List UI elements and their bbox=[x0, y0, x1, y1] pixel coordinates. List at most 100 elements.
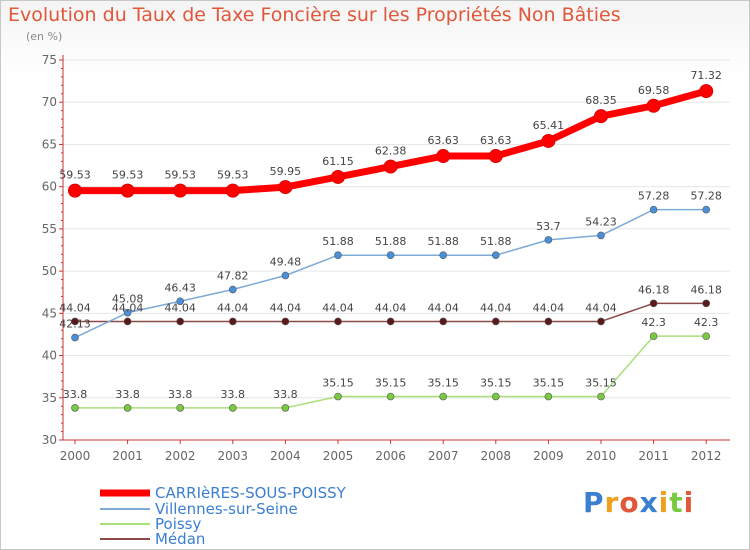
y-tick-label: 75 bbox=[42, 53, 57, 67]
data-label: 44.04 bbox=[533, 301, 565, 314]
y-tick-label: 65 bbox=[42, 137, 57, 151]
logo-letter: P bbox=[583, 486, 605, 519]
data-point bbox=[699, 84, 714, 99]
data-point bbox=[439, 251, 448, 260]
data-label: 59.53 bbox=[217, 169, 249, 182]
data-point bbox=[649, 332, 658, 340]
data-label: 44.04 bbox=[59, 301, 91, 314]
data-label: 35.15 bbox=[585, 377, 617, 390]
data-label: 59.53 bbox=[59, 169, 91, 182]
data-point bbox=[702, 332, 711, 340]
x-tick-label: 2000 bbox=[60, 449, 91, 463]
data-point bbox=[281, 317, 290, 326]
x-tick-label: 2010 bbox=[586, 449, 617, 463]
data-label: 42.3 bbox=[641, 316, 666, 329]
data-label: 63.63 bbox=[480, 134, 512, 147]
data-point bbox=[597, 392, 605, 401]
data-label: 44.04 bbox=[217, 301, 249, 314]
data-label: 62.38 bbox=[375, 145, 407, 158]
x-tick-label: 2012 bbox=[691, 449, 722, 463]
data-point bbox=[383, 159, 398, 174]
chart-title: Evolution du Taux de Taxe Foncière sur l… bbox=[8, 4, 621, 26]
data-point bbox=[176, 297, 184, 306]
data-point bbox=[173, 183, 188, 198]
data-label: 33.8 bbox=[63, 388, 88, 401]
data-label: 44.04 bbox=[112, 301, 144, 314]
logo-letter: x bbox=[639, 486, 659, 519]
legend-entry: Médan bbox=[155, 530, 205, 548]
data-label: 51.88 bbox=[427, 235, 459, 248]
data-label: 59.95 bbox=[270, 165, 302, 178]
data-point bbox=[488, 149, 503, 164]
data-label: 33.8 bbox=[115, 388, 140, 401]
data-label: 61.15 bbox=[322, 155, 354, 168]
data-label: 63.63 bbox=[427, 134, 459, 147]
data-label: 35.15 bbox=[480, 377, 512, 390]
y-tick-label: 50 bbox=[42, 264, 57, 278]
data-label: 33.8 bbox=[168, 388, 193, 401]
data-point bbox=[491, 251, 500, 260]
data-label: 71.32 bbox=[690, 69, 722, 82]
data-point bbox=[386, 317, 395, 326]
legend-entry: Poissy bbox=[155, 515, 201, 533]
legend-entry: CARRIèRES-SOUS-POISSY bbox=[155, 484, 347, 502]
y-tick-label: 60 bbox=[42, 180, 57, 194]
data-point bbox=[71, 317, 79, 326]
data-label: 35.15 bbox=[533, 377, 565, 390]
data-point bbox=[541, 133, 556, 148]
x-tick-label: 2011 bbox=[638, 449, 669, 463]
data-point bbox=[334, 317, 342, 326]
data-point bbox=[229, 404, 237, 412]
logo-letter: t bbox=[669, 486, 684, 519]
data-label: 35.15 bbox=[322, 377, 354, 390]
data-label: 42.3 bbox=[694, 316, 719, 329]
data-point bbox=[123, 317, 132, 326]
data-label: 35.15 bbox=[375, 377, 407, 390]
data-point bbox=[123, 308, 132, 317]
data-label: 59.53 bbox=[112, 169, 144, 182]
data-point bbox=[120, 183, 135, 198]
y-tick-label: 55 bbox=[42, 222, 57, 236]
data-point bbox=[646, 98, 661, 113]
data-point bbox=[68, 183, 82, 198]
data-label: 49.48 bbox=[270, 256, 302, 269]
data-label: 51.88 bbox=[480, 235, 512, 248]
data-label: 46.18 bbox=[638, 283, 670, 296]
data-label: 44.04 bbox=[322, 301, 354, 314]
data-label: 54.23 bbox=[585, 215, 617, 228]
data-point bbox=[229, 317, 237, 326]
y-tick-label: 40 bbox=[42, 349, 57, 363]
data-point bbox=[544, 236, 553, 244]
data-label: 51.88 bbox=[322, 235, 354, 248]
data-label: 65.41 bbox=[533, 119, 565, 132]
data-point bbox=[176, 404, 184, 412]
data-point bbox=[386, 251, 395, 260]
data-point bbox=[597, 317, 605, 326]
data-point bbox=[544, 317, 553, 326]
data-point bbox=[71, 404, 79, 412]
data-label: 44.04 bbox=[375, 301, 407, 314]
x-tick-label: 2006 bbox=[375, 449, 406, 463]
data-label: 33.8 bbox=[273, 388, 298, 401]
data-point bbox=[702, 205, 711, 214]
y-tick-label: 70 bbox=[42, 95, 57, 109]
data-label: 47.82 bbox=[217, 270, 249, 283]
data-label: 51.88 bbox=[375, 235, 407, 248]
logo-letter: i bbox=[683, 486, 695, 519]
legend-entry: Villennes-sur-Seine bbox=[155, 500, 298, 518]
data-label: 44.04 bbox=[427, 301, 459, 314]
data-point bbox=[176, 317, 184, 326]
x-tick-label: 2003 bbox=[218, 449, 249, 463]
data-point bbox=[281, 404, 290, 412]
data-label: 44.04 bbox=[270, 301, 302, 314]
logo-letter: i bbox=[658, 486, 670, 519]
data-point bbox=[436, 149, 451, 164]
data-label: 59.53 bbox=[164, 169, 196, 182]
x-tick-label: 2005 bbox=[323, 449, 354, 463]
data-point bbox=[334, 392, 342, 401]
data-label: 44.04 bbox=[585, 301, 617, 314]
data-point bbox=[334, 251, 342, 260]
data-point bbox=[649, 299, 658, 308]
data-label: 44.04 bbox=[480, 301, 512, 314]
